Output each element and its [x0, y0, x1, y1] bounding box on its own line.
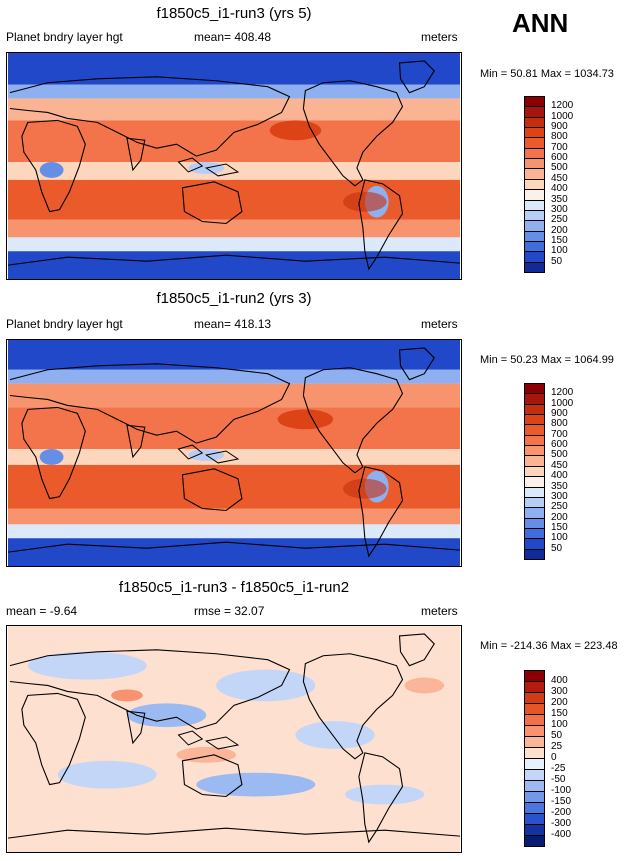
colorbar-tick-label: 600	[551, 439, 568, 451]
panel-1-variable-label: Planet bndry layer hgt	[6, 30, 123, 44]
colorbar-tick-label: 50	[551, 730, 563, 741]
colorbar-tick-label: 300	[551, 686, 568, 697]
colorbar-tick-label: 450	[551, 459, 568, 471]
colorbar-tick-label: 200	[551, 224, 568, 236]
panel-2-variable-label: Planet bndry layer hgt	[6, 317, 123, 331]
colorbar-swatch	[524, 548, 545, 560]
colorbar-tick-label: 1000	[551, 110, 574, 122]
panel-3-minmax: Min = -214.36 Max = 223.48	[480, 640, 618, 652]
panel-1-title: f1850c5_i1-run3 (yrs 5)	[156, 5, 312, 22]
colorbar-tick-label: 900	[551, 408, 568, 420]
colorbar-run3: 1200 1000 900 800 700 600 500 450 400 350 300 250 20…	[524, 96, 573, 273]
colorbar-tick-label: -200	[551, 807, 572, 818]
colorbar-tick-label: 400	[551, 470, 568, 482]
colorbar-tick-label: -100	[551, 785, 572, 796]
colorbar-tick-label: 200	[551, 697, 568, 708]
colorbar-tick-label: 700	[551, 428, 568, 440]
colorbar-tick-label: 0	[551, 752, 557, 763]
colorbar-tick-label: 350	[551, 480, 568, 492]
colorbar-tick-label: 150	[551, 521, 568, 533]
colorbar-difference: 400 300 200 150 100 50 25 0 -25 -50 -100 -150 -200 -3…	[524, 670, 571, 847]
colorbar-tick-label: 300	[551, 203, 568, 215]
colorbar-tick-label: 300	[551, 490, 568, 502]
season-label: ANN	[512, 8, 569, 38]
colorbar-run2: 1200 1000 900 800 700 600 500 450 400 350 300 250 20…	[524, 383, 573, 560]
colorbar-tick-label: 800	[551, 131, 568, 143]
colorbar-swatch	[524, 261, 545, 273]
map-panel-run3	[6, 52, 462, 280]
colorbar-tick-label: 150	[551, 234, 568, 246]
map-panel-run2	[6, 339, 462, 567]
colorbar-tick-label: -150	[551, 796, 572, 807]
colorbar-tick-label: 25	[551, 741, 563, 752]
colorbar-tick-label: 100	[551, 245, 568, 257]
colorbar-tick-label: 700	[551, 141, 568, 153]
panel-1-minmax: Min = 50.81 Max = 1034.73	[480, 68, 614, 80]
colorbar-tick-label: 250	[551, 214, 568, 226]
colorbar-swatch	[524, 835, 545, 847]
panel-2-title: f1850c5_i1-run2 (yrs 3)	[156, 290, 312, 307]
world-map-difference	[7, 626, 461, 852]
panel-2-minmax: Min = 50.23 Max = 1064.99	[480, 354, 614, 366]
map-panel-difference	[6, 625, 462, 853]
colorbar-tick-label: -50	[551, 774, 566, 785]
colorbar-tick-label: 100	[551, 532, 568, 544]
panel-2-units-label: meters	[421, 317, 458, 331]
colorbar-tick-label: 400	[551, 183, 568, 195]
colorbar-tick-label: 500	[551, 162, 568, 174]
colorbar-tick-label: 450	[551, 172, 568, 184]
world-map-run2	[7, 340, 461, 566]
world-map-run3	[7, 53, 461, 279]
colorbar-tick-label: 500	[551, 449, 568, 461]
panel-3-rmse-label: rmse = 32.07	[194, 604, 265, 618]
colorbar-tick-label: 800	[551, 418, 568, 430]
colorbar-tick-label: 100	[551, 719, 568, 730]
panel-3-mean-label: mean = -9.64	[6, 604, 78, 618]
colorbar-tick-label: 150	[551, 708, 568, 719]
panel-3-title: f1850c5_i1-run3 - f1850c5_i1-run2	[118, 579, 350, 596]
colorbar-tick-label: 250	[551, 501, 568, 513]
colorbar-tick-label: 1200	[551, 100, 574, 112]
colorbar-tick-label: 50	[551, 255, 563, 267]
panel-1-mean-label: mean= 408.48	[194, 30, 272, 44]
colorbar-tick-label: 900	[551, 121, 568, 133]
colorbar-tick-label: 50	[551, 542, 563, 554]
panel-3-units-label: meters	[421, 604, 458, 618]
colorbar-tick-label: -25	[551, 763, 566, 774]
colorbar-tick-label: -400	[551, 829, 572, 840]
panel-2-mean-label: mean= 418.13	[194, 317, 272, 331]
colorbar-tick-label: 200	[551, 511, 568, 523]
colorbar-tick-label: 1200	[551, 387, 574, 399]
colorbar-tick-label: 600	[551, 152, 568, 164]
colorbar-tick-label: 400	[551, 675, 568, 686]
colorbar-tick-label: -300	[551, 818, 572, 829]
panel-1-units-label: meters	[421, 30, 458, 44]
colorbar-tick-label: 350	[551, 193, 568, 205]
colorbar-tick-label: 1000	[551, 397, 574, 409]
